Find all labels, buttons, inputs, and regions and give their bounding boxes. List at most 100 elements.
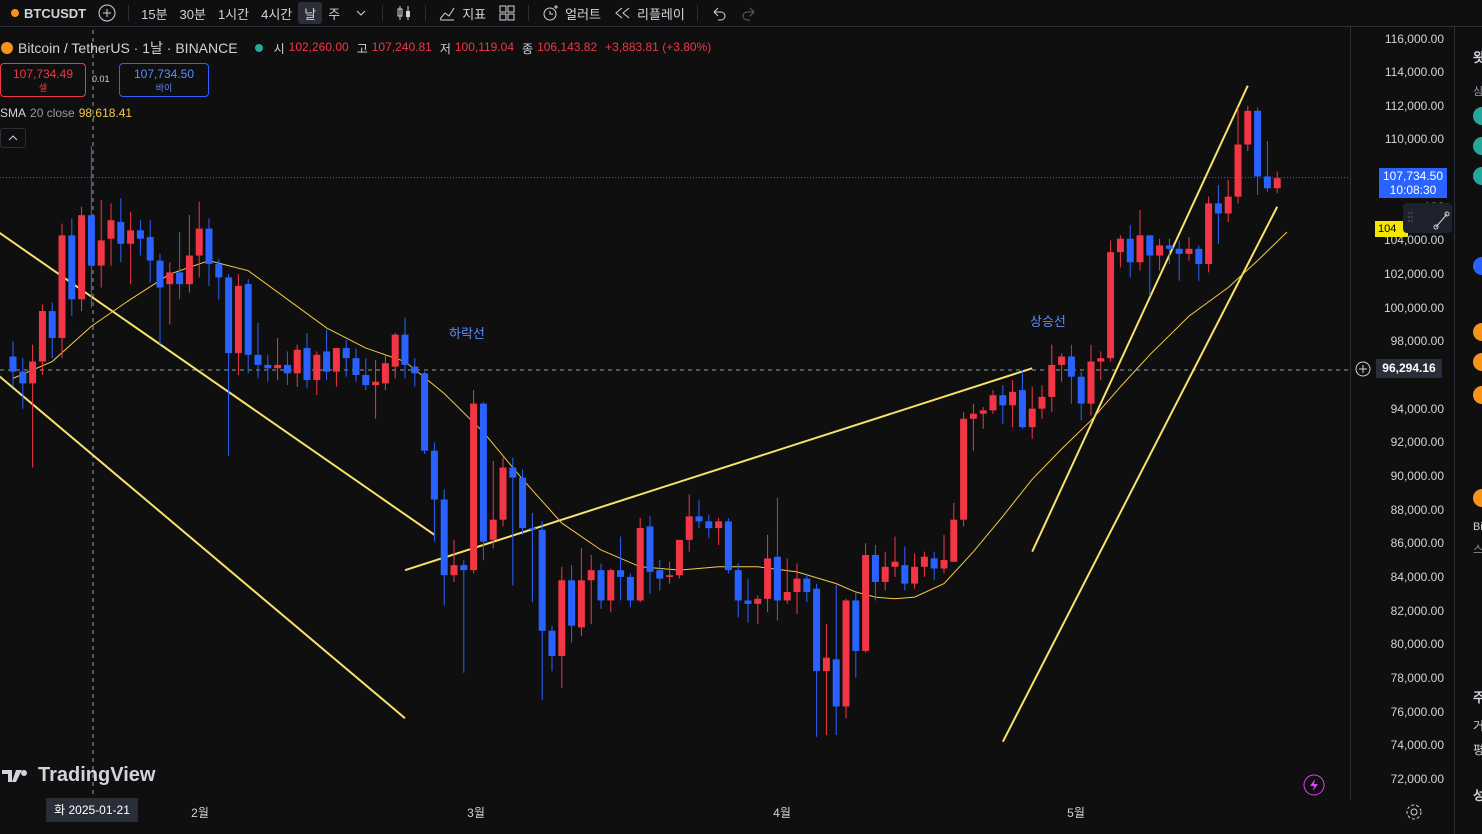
candle: [78, 206, 86, 312]
candle: [950, 502, 958, 562]
candle-body: [9, 356, 17, 372]
candle: [176, 231, 184, 300]
candle: [146, 220, 154, 283]
candle-body: [783, 592, 791, 601]
interval-4h-button[interactable]: 4시간: [261, 6, 293, 22]
interval-1d-button[interactable]: 날: [298, 2, 323, 24]
interval-15m-button[interactable]: 15분: [141, 6, 168, 22]
candle: [1263, 141, 1271, 192]
price-tick: 100,000.00: [1383, 300, 1444, 315]
candle: [381, 354, 389, 391]
price-tick: 80,000.00: [1390, 637, 1444, 652]
low-key: 저: [439, 41, 451, 56]
chevron-down-icon: [352, 4, 370, 22]
candle: [38, 304, 46, 375]
candle-body: [901, 565, 909, 584]
interval-1h-button[interactable]: 1시간: [217, 6, 250, 22]
watchlist-item-icon[interactable]: [1473, 107, 1482, 125]
candle: [323, 329, 331, 381]
time-axis[interactable]: 2월 3월 4월 5월: [0, 800, 1452, 827]
candle: [391, 332, 399, 379]
candle: [773, 497, 781, 621]
interval-dropdown-button[interactable]: [346, 2, 376, 24]
buy-button[interactable]: 107,734.50 바이: [119, 63, 209, 97]
candle: [29, 344, 37, 468]
trend-line: [1001, 206, 1279, 743]
candle-body: [597, 570, 605, 601]
rewind-icon: [613, 4, 631, 22]
open-key: 시: [273, 41, 285, 56]
downtrend-annotation[interactable]: 하락선: [449, 326, 485, 341]
sma-legend[interactable]: SMA 20 close 98,618.41: [0, 106, 132, 120]
candle-body: [1087, 361, 1095, 404]
candle-body: [342, 348, 350, 359]
price-tick: 86,000.00: [1390, 536, 1444, 551]
candle: [989, 390, 997, 414]
candle: [1126, 225, 1134, 278]
uptrend-annotation[interactable]: 상승선: [1030, 314, 1066, 329]
candle: [724, 518, 732, 574]
watchlist-item-icon[interactable]: [1473, 167, 1482, 185]
candle: [293, 344, 301, 387]
candle: [19, 358, 27, 409]
candle-body: [87, 215, 95, 266]
candle-body: [205, 228, 213, 264]
watchlist-item-icon[interactable]: [1473, 257, 1482, 275]
candle-body: [1097, 358, 1105, 362]
price-tick: 84,000.00: [1390, 569, 1444, 584]
lightning-icon[interactable]: [1303, 774, 1325, 796]
candle: [607, 568, 615, 613]
toolbar-divider: [425, 5, 427, 21]
candle-body: [528, 528, 536, 530]
candle: [764, 534, 772, 613]
compare-symbol-button[interactable]: [92, 2, 122, 24]
symbol-search-button[interactable]: BTCUSDT: [0, 2, 92, 24]
floating-drawing-toolbar[interactable]: [1403, 203, 1452, 233]
candle: [548, 625, 556, 672]
symbol-label: BTCUSDT: [24, 5, 87, 21]
change-value: +3,883.81 (+3.80%): [605, 39, 712, 54]
candle-body: [675, 539, 683, 576]
watchlist-item-icon[interactable]: [1473, 137, 1482, 155]
trend-line: [0, 231, 435, 536]
price-tick: 98,000.00: [1390, 334, 1444, 349]
price-tick: 78,000.00: [1390, 670, 1444, 685]
redo-button[interactable]: [734, 2, 764, 24]
trend-line: [1031, 85, 1249, 553]
legend-title[interactable]: Bitcoin / TetherUS · 1날 · BINANCE: [18, 40, 238, 56]
candle: [1195, 245, 1203, 281]
watchlist-item-icon[interactable]: [1473, 386, 1482, 404]
replay-button[interactable]: 리플레이: [607, 2, 691, 24]
watchlist-item-icon[interactable]: [1473, 323, 1482, 341]
interval-30m-button[interactable]: 30분: [179, 6, 206, 22]
alert-button[interactable]: 얼러트: [535, 2, 607, 24]
candle-body: [1077, 376, 1085, 404]
add-alert-plus-icon[interactable]: [1355, 361, 1371, 377]
bar-countdown: 10:08:30: [1389, 183, 1437, 197]
candle-body: [1009, 391, 1017, 406]
candle: [656, 560, 664, 591]
collapse-legend-button[interactable]: [0, 128, 26, 148]
candle: [254, 322, 262, 379]
layout-button[interactable]: [492, 2, 522, 24]
sell-button[interactable]: 107,734.49 셀: [0, 63, 86, 97]
undo-button[interactable]: [704, 2, 734, 24]
watchlist-item-icon[interactable]: [1473, 353, 1482, 371]
settings-gear-icon[interactable]: [1405, 803, 1423, 821]
candle-body: [401, 334, 409, 365]
chart-type-button[interactable]: [389, 2, 419, 24]
candle-body: [587, 570, 595, 581]
sell-price: 107,734.49: [12, 66, 74, 81]
candle-body: [215, 263, 223, 278]
sell-label: 셀: [38, 82, 48, 93]
interval-1w-button[interactable]: 주: [328, 6, 341, 22]
trend-lines: [0, 85, 1279, 743]
candle-body: [842, 600, 850, 707]
candle: [1136, 210, 1144, 271]
indicators-button[interactable]: 지표: [432, 2, 492, 24]
candle: [626, 573, 634, 608]
candle-body: [685, 516, 693, 540]
tradingview-logo[interactable]: TradingView: [2, 764, 155, 787]
price-scale[interactable]: 116,000.00 114,000.00 112,000.00 110,000.00…: [1350, 27, 1452, 800]
price-chart[interactable]: [0, 27, 1452, 827]
